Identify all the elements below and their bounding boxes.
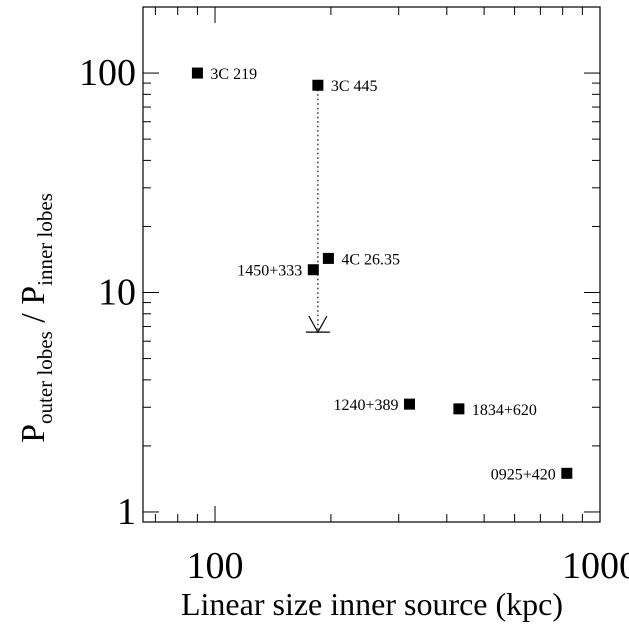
data-point [312,79,324,91]
x-tick-label: 100 [187,545,244,587]
y-tick-label: 1 [117,491,136,533]
y-tick-label: 100 [79,52,136,94]
data-point [403,398,415,410]
upper-limit-arrow [305,85,330,334]
data-point [453,403,465,415]
y-axis-title-sub-right: inner lobes [33,193,57,286]
plot-frame [142,6,601,523]
x-axis-title: Linear size inner source (kpc) [181,586,563,622]
data-point [191,67,203,79]
y-axis-title-sub-left: outer lobes [33,331,57,424]
axis-ticks: 100 1000 1 10 100 [79,6,629,587]
data-point-label: 4C 26.35 [341,251,400,268]
x-tick-label: 1000 [562,545,629,587]
y-axis-title: Pouter lobes / Pinner lobes [15,193,57,443]
data-point-label: 3C 219 [210,66,257,83]
data-points: 3C 219 3C 445 4C 26.35 1450+333 1240+389 1834… [191,66,573,483]
data-point-label: 1240+389 [333,397,398,414]
data-point-label: 1450+333 [237,263,302,280]
data-point-label: 1834+620 [472,402,537,419]
axes [142,6,601,523]
data-point-label: 3C 445 [331,78,378,95]
y-axis-title-base-right: P [15,286,52,305]
y-axis-title-base-left: P [15,424,52,443]
y-axis-title-separator: / [15,305,52,331]
data-point-label: 0925+420 [491,466,556,483]
data-point [307,264,319,276]
data-point [561,467,573,479]
y-tick-label: 10 [98,272,136,314]
data-point [322,252,334,264]
